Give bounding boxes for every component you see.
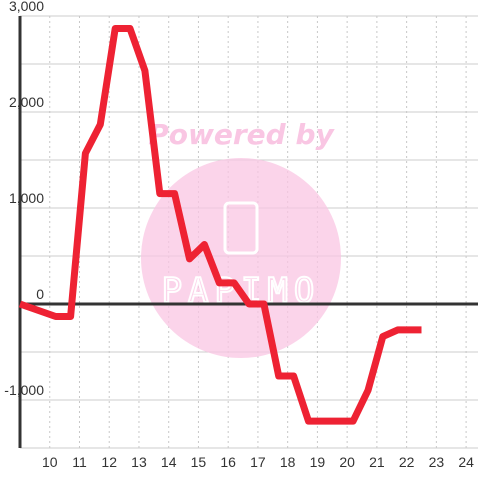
x-tick-label: 20 xyxy=(339,454,355,470)
watermark: Powered by PAPIMO xyxy=(141,118,341,358)
series-line xyxy=(18,25,422,425)
x-tick-label: 22 xyxy=(399,454,415,470)
x-tick-label: 17 xyxy=(250,454,266,470)
x-tick-label: 19 xyxy=(310,454,326,470)
watermark-powered-by-text: Powered by xyxy=(148,118,335,151)
watermark-phone-icon xyxy=(223,201,259,255)
series-layer xyxy=(18,25,422,425)
y-tick-label: 3,000 xyxy=(9,0,44,14)
y-tick-label: 1,000 xyxy=(9,190,44,206)
label-layer: -1,000 0 1,000 2,000 3,000 10 11 12 13 14 15 16 17 18… xyxy=(4,0,474,470)
watermark-circle xyxy=(141,158,341,358)
x-tick-label: 23 xyxy=(429,454,445,470)
x-tick-label: 11 xyxy=(72,454,87,470)
y-tick-label: 0 xyxy=(36,286,44,302)
x-tick-label: 24 xyxy=(458,454,474,470)
x-tick-label: 15 xyxy=(191,454,207,470)
x-tick-label: 14 xyxy=(161,454,177,470)
y-tick-label: 2,000 xyxy=(9,94,44,110)
x-tick-label: 16 xyxy=(220,454,236,470)
x-tick-label: 13 xyxy=(131,454,147,470)
y-tick-label: -1,000 xyxy=(4,382,44,398)
x-tick-label: 10 xyxy=(42,454,58,470)
x-tick-label: 18 xyxy=(280,454,296,470)
x-tick-label: 12 xyxy=(101,454,117,470)
x-tick-label: 21 xyxy=(369,454,385,470)
